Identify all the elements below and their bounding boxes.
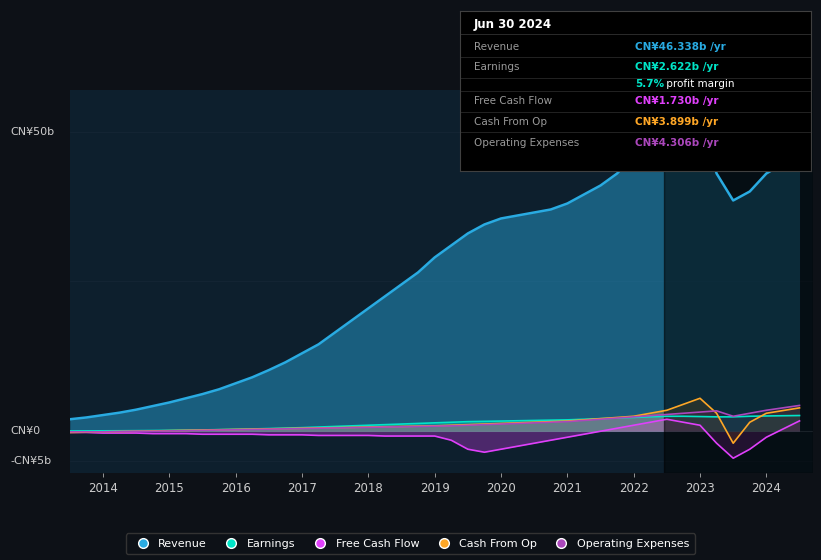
Bar [663, 90, 813, 473]
Text: CN¥1.730b /yr: CN¥1.730b /yr [635, 96, 719, 106]
Text: CN¥0: CN¥0 [11, 426, 41, 436]
Text: Operating Expenses: Operating Expenses [474, 138, 579, 148]
Legend: Revenue, Earnings, Free Cash Flow, Cash From Op, Operating Expenses: Revenue, Earnings, Free Cash Flow, Cash … [126, 533, 695, 554]
Text: CN¥46.338b /yr: CN¥46.338b /yr [635, 42, 727, 52]
Text: Cash From Op: Cash From Op [474, 116, 547, 127]
Text: -CN¥5b: -CN¥5b [11, 456, 52, 466]
Text: Revenue: Revenue [474, 42, 519, 52]
Text: CN¥50b: CN¥50b [11, 127, 55, 137]
Text: CN¥3.899b /yr: CN¥3.899b /yr [635, 116, 718, 127]
Text: Jun 30 2024: Jun 30 2024 [474, 18, 552, 31]
Text: CN¥4.306b /yr: CN¥4.306b /yr [635, 138, 719, 148]
Text: Free Cash Flow: Free Cash Flow [474, 96, 552, 106]
Text: profit margin: profit margin [663, 79, 734, 89]
Text: 5.7%: 5.7% [635, 79, 664, 89]
Text: Earnings: Earnings [474, 62, 520, 72]
Text: CN¥2.622b /yr: CN¥2.622b /yr [635, 62, 719, 72]
